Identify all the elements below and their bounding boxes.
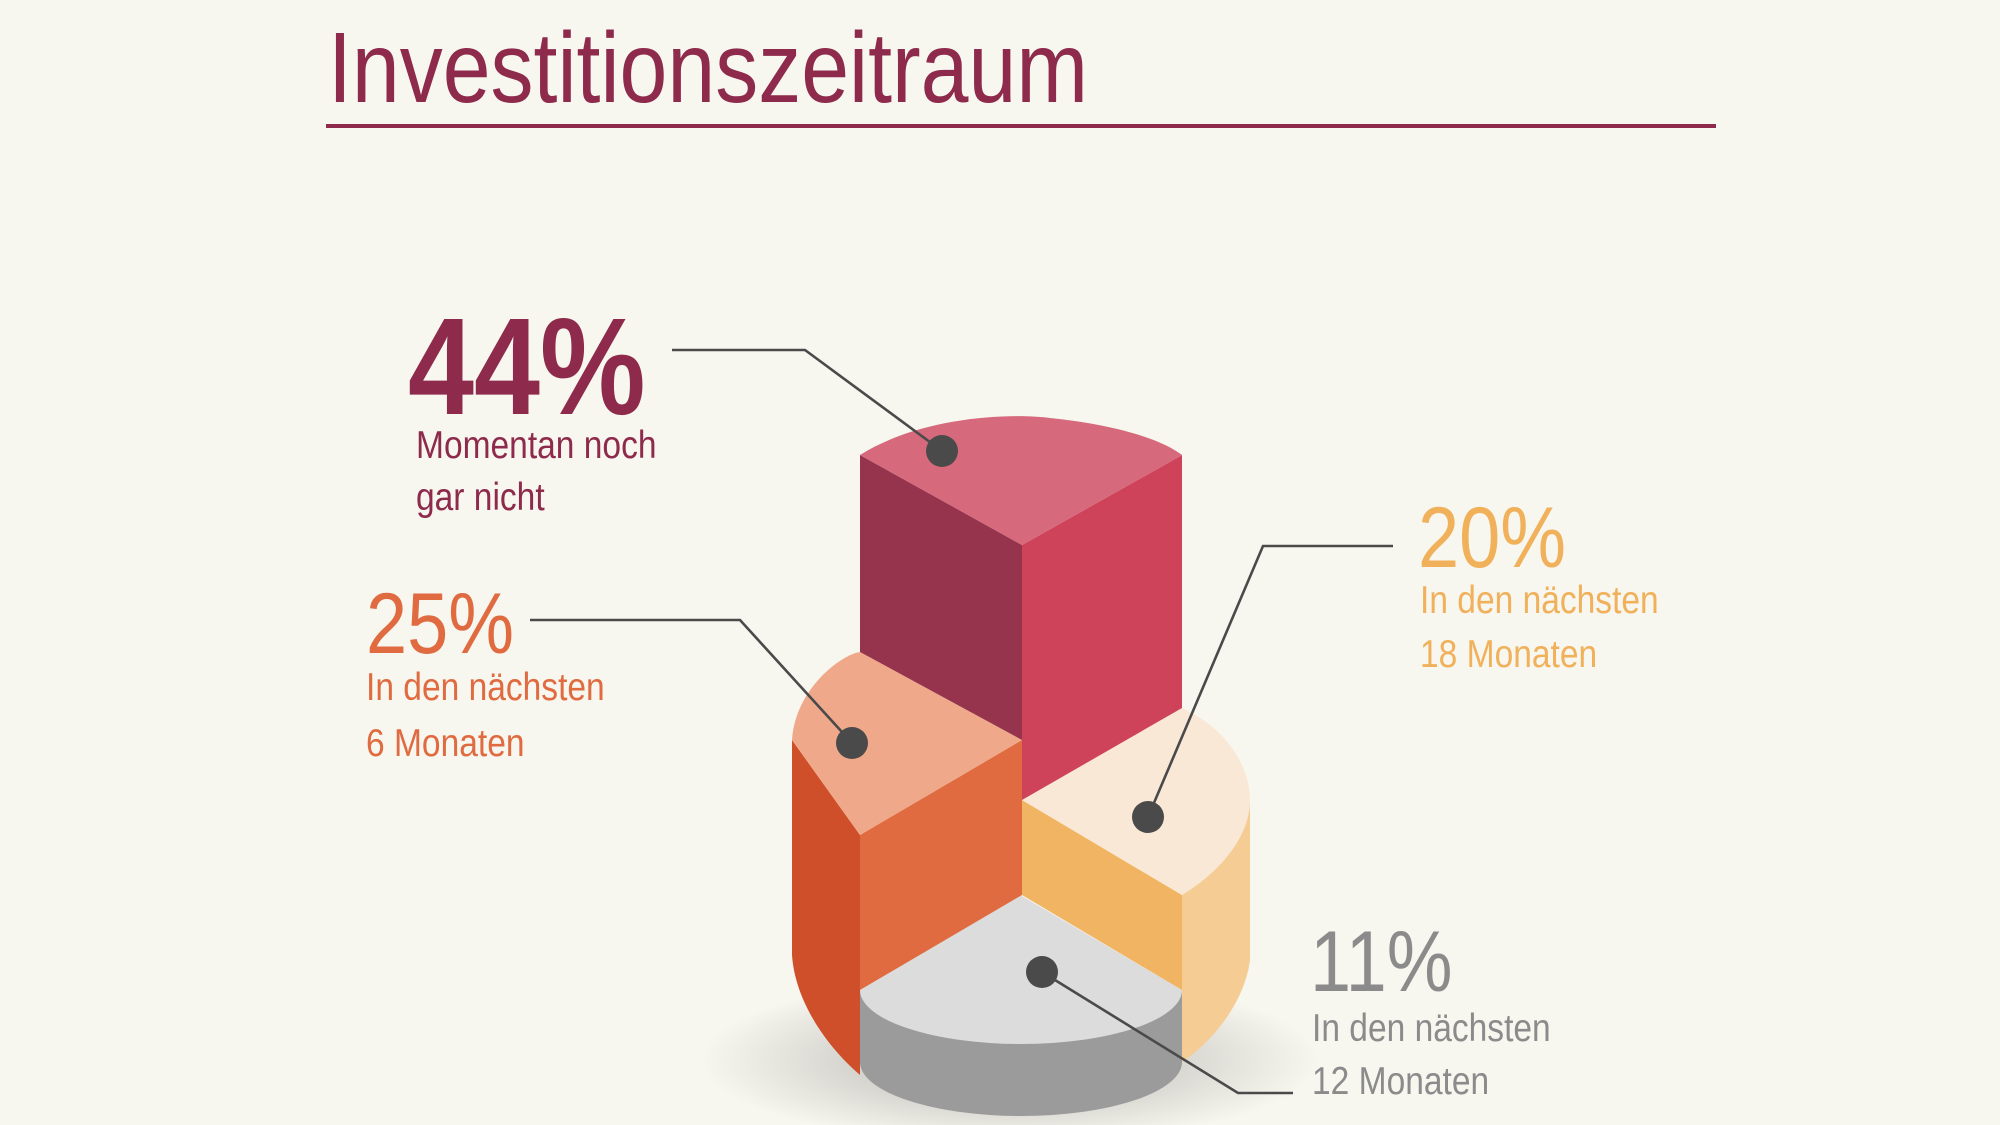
label-11-value: 11% <box>1310 914 1453 1010</box>
leader-line-20 <box>1146 544 1393 818</box>
label-25-line1: In den nächsten <box>366 666 605 709</box>
leader-dots <box>836 435 1164 988</box>
label-20-line1: In den nächsten <box>1420 579 1659 622</box>
slice-11 <box>860 895 1182 1116</box>
title-underline <box>326 124 1716 128</box>
slice-20-top <box>1022 708 1250 895</box>
label-25-line2: 6 Monaten <box>366 722 525 765</box>
slice-25-side-front <box>860 740 1022 990</box>
label-44-line2: gar nicht <box>416 476 545 519</box>
label-44-line1: Momentan noch <box>416 424 657 467</box>
slice-20-side-front <box>1022 800 1182 990</box>
dot-20 <box>1132 801 1164 833</box>
dot-11 <box>1026 956 1058 988</box>
label-20-value: 20% <box>1418 490 1567 586</box>
label-11-line2: 12 Monaten <box>1312 1060 1490 1103</box>
slice-20 <box>1022 708 1250 1062</box>
leader-line-44 <box>672 348 943 453</box>
label-44-value: 44% <box>408 290 646 444</box>
slice-25-side-back <box>792 740 860 1075</box>
slice-20-side-back <box>1182 800 1250 1062</box>
slice-44-side-right <box>1022 455 1182 800</box>
leader-lines <box>530 348 1393 1095</box>
dot-25 <box>836 727 868 759</box>
slice-11-top <box>860 895 1182 1044</box>
label-11-line1: In den nächsten <box>1312 1007 1551 1050</box>
label-20-line2: 18 Monaten <box>1420 633 1598 676</box>
slice-25-top <box>792 652 1022 835</box>
chart-title: Investitionszeitraum <box>328 12 1088 124</box>
leader-line-25 <box>530 618 853 744</box>
dot-44 <box>926 435 958 467</box>
slice-44-side-left <box>860 455 1022 740</box>
label-25-value: 25% <box>366 576 515 672</box>
slice-44 <box>860 416 1182 800</box>
leader-line-11 <box>1041 970 1293 1095</box>
slice-25 <box>792 652 1022 1075</box>
